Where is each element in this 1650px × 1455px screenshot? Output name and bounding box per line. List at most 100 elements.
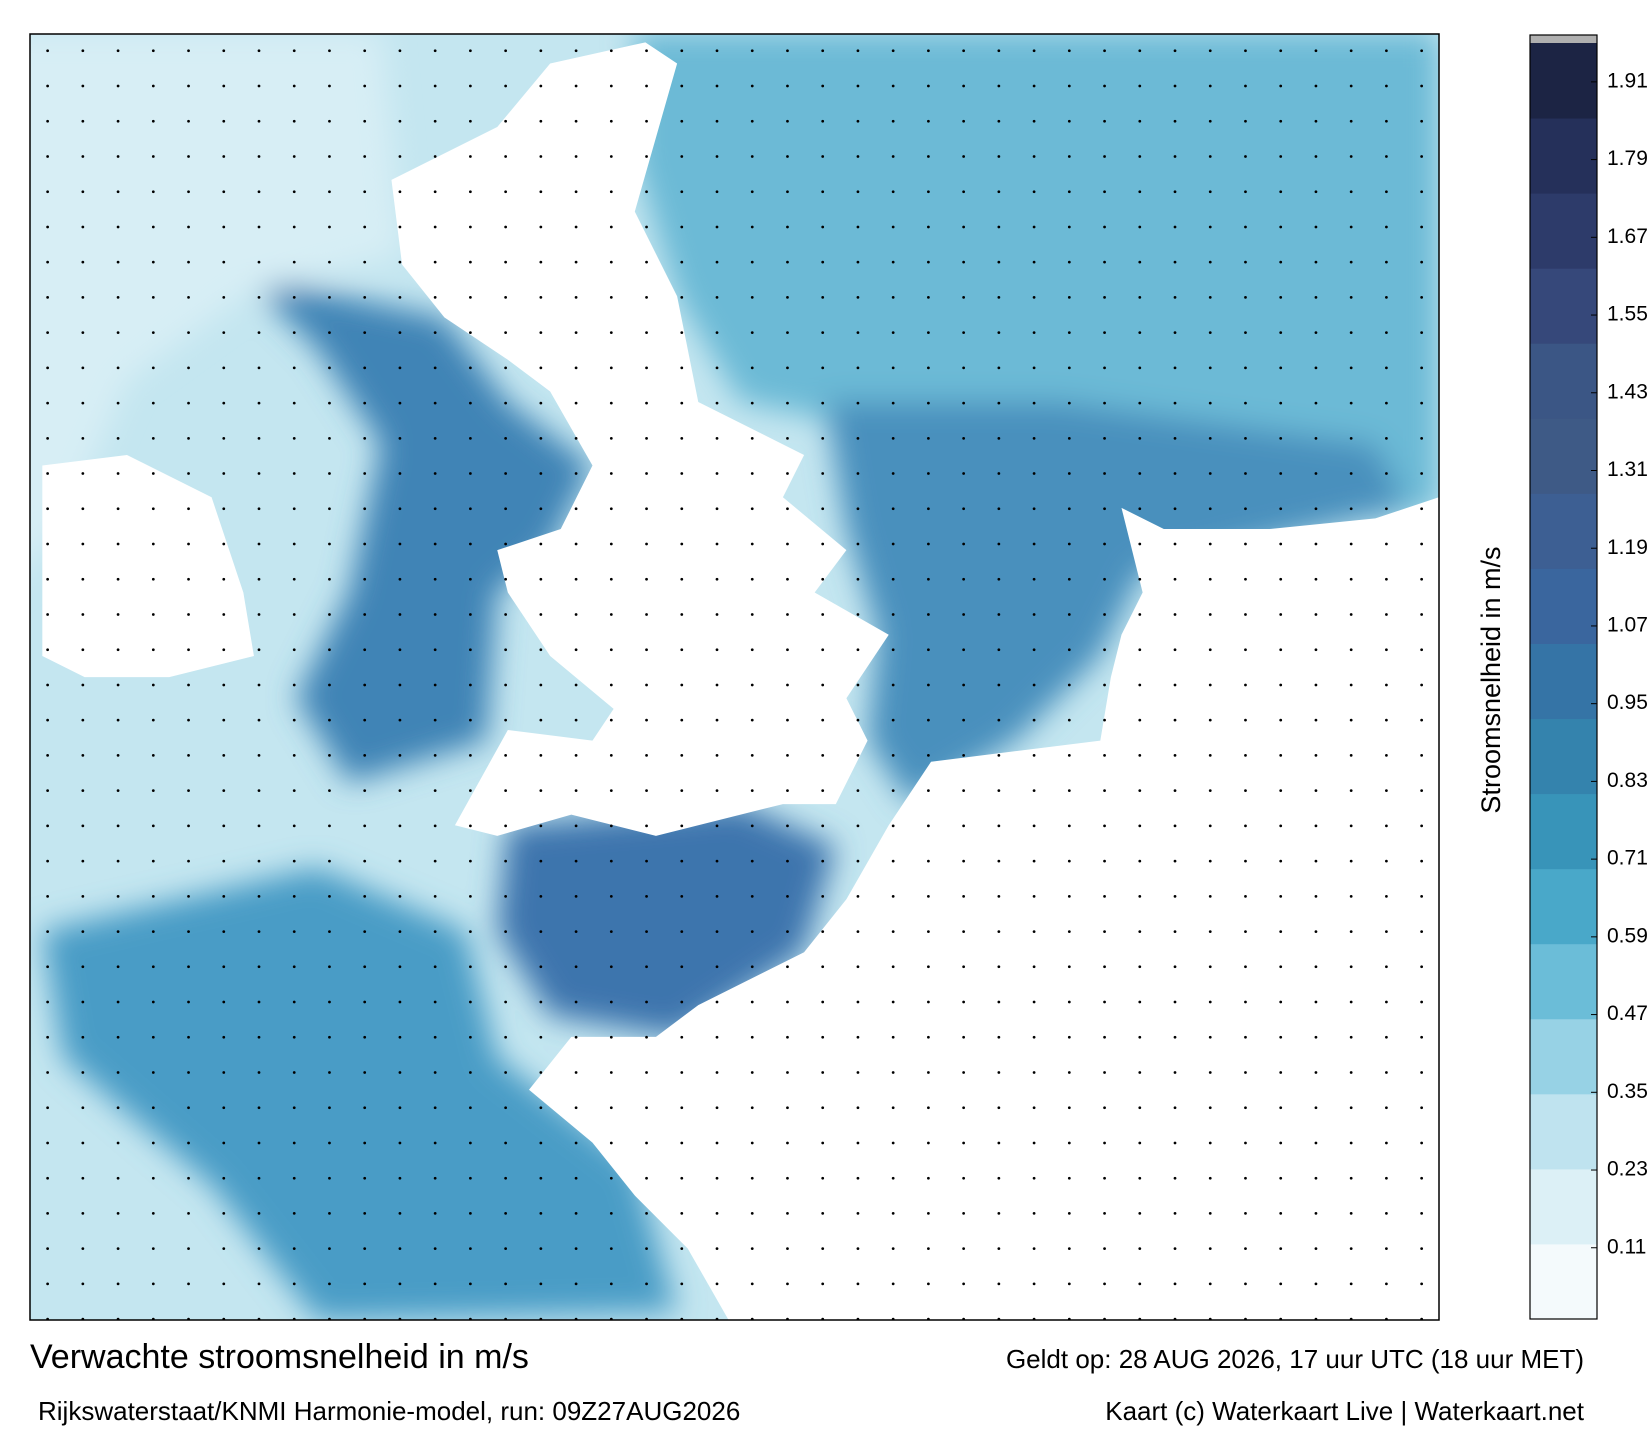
grid-dot: [715, 683, 719, 687]
grid-dot: [222, 930, 226, 933]
grid-dot: [1420, 1106, 1424, 1110]
grid-dot: [81, 1176, 85, 1180]
grid-dot: [1420, 824, 1424, 828]
grid-dot: [1103, 331, 1106, 335]
grid-dot: [680, 331, 684, 335]
grid-dot: [1103, 613, 1106, 616]
grid-dot: [609, 472, 613, 475]
grid-dot: [1032, 1176, 1036, 1180]
grid-dot: [645, 190, 648, 194]
grid-dot: [962, 930, 966, 933]
grid-dot: [1244, 366, 1247, 370]
grid-dot: [1067, 718, 1071, 722]
grid-dot: [433, 718, 437, 722]
grid-dot: [891, 366, 895, 370]
grid-dot: [856, 1000, 860, 1004]
grid-dot: [574, 824, 578, 828]
grid-dot: [81, 155, 85, 158]
grid-dot: [1314, 613, 1318, 616]
grid-dot: [1138, 225, 1142, 229]
grid-dot: [116, 1106, 120, 1110]
grid-dot: [574, 894, 578, 898]
grid-dot: [469, 507, 472, 511]
grid-dot: [645, 296, 648, 299]
grid-dot: [46, 824, 49, 828]
grid-dot: [46, 1141, 49, 1145]
grid-dot: [891, 49, 895, 53]
grid-dot: [1349, 1000, 1353, 1004]
grid-dot: [222, 296, 226, 299]
colorbar-band: [1530, 568, 1597, 644]
grid-dot: [786, 1282, 789, 1286]
grid-dot: [1067, 1212, 1071, 1215]
grid-dot: [81, 577, 85, 581]
grid-dot: [433, 542, 437, 546]
grid-dot: [645, 260, 648, 264]
grid-dot: [222, 613, 226, 616]
grid-dot: [222, 824, 226, 828]
grid-dot: [116, 1247, 120, 1251]
grid-dot: [398, 1000, 402, 1004]
grid-dot: [574, 754, 578, 757]
grid-dot: [222, 542, 226, 546]
grid-dot: [891, 613, 895, 616]
grid-dot: [257, 1106, 261, 1110]
grid-dot: [469, 331, 472, 335]
grid-dot: [116, 1141, 120, 1145]
grid-dot: [856, 1141, 860, 1145]
grid-dot: [750, 296, 754, 299]
grid-dot: [927, 1106, 930, 1110]
grid-dot: [328, 119, 331, 123]
grid-dot: [504, 296, 507, 299]
grid-dot: [1244, 331, 1247, 335]
grid-dot: [1173, 894, 1177, 898]
grid-dot: [1279, 507, 1283, 511]
grid-dot: [1349, 859, 1353, 863]
grid-dot: [750, 1212, 754, 1215]
grid-dot: [715, 436, 719, 440]
grid-dot: [504, 577, 507, 581]
grid-dot: [539, 542, 543, 546]
grid-dot: [46, 190, 49, 194]
grid-dot: [680, 1212, 684, 1215]
grid-dot: [997, 225, 1001, 229]
grid-dot: [609, 965, 613, 969]
grid-dot: [680, 1176, 684, 1180]
grid-dot: [786, 718, 789, 722]
grid-dot: [927, 84, 930, 88]
grid-dot: [997, 366, 1001, 370]
grid-dot: [257, 49, 261, 53]
grid-dot: [328, 648, 331, 652]
grid-dot: [1208, 296, 1212, 299]
grid-dot: [821, 119, 825, 123]
grid-dot: [257, 190, 261, 194]
grid-dot: [821, 1212, 825, 1215]
grid-dot: [1208, 542, 1212, 546]
grid-dot: [1244, 1141, 1247, 1145]
grid-dot: [1279, 1071, 1283, 1074]
grid-dot: [1349, 49, 1353, 53]
grid-dot: [856, 1282, 860, 1286]
grid-dot: [363, 1141, 367, 1145]
grid-dot: [328, 436, 331, 440]
grid-dot: [680, 859, 684, 863]
grid-dot: [927, 1247, 930, 1251]
grid-dot: [1208, 507, 1212, 511]
grid-dot: [891, 1247, 895, 1251]
grid-dot: [715, 84, 719, 88]
grid-dot: [1279, 577, 1283, 581]
grid-dot: [962, 507, 966, 511]
grid-dot: [539, 577, 543, 581]
grid-dot: [1138, 859, 1142, 863]
grid-dot: [997, 1000, 1001, 1004]
grid-dot: [927, 1141, 930, 1145]
grid-dot: [1032, 894, 1036, 898]
grid-dot: [680, 1000, 684, 1004]
grid-dot: [504, 613, 507, 616]
grid-dot: [927, 296, 930, 299]
grid-dot: [609, 718, 613, 722]
grid-dot: [187, 296, 190, 299]
grid-dot: [363, 155, 367, 158]
grid-dot: [363, 542, 367, 546]
grid-dot: [81, 930, 85, 933]
